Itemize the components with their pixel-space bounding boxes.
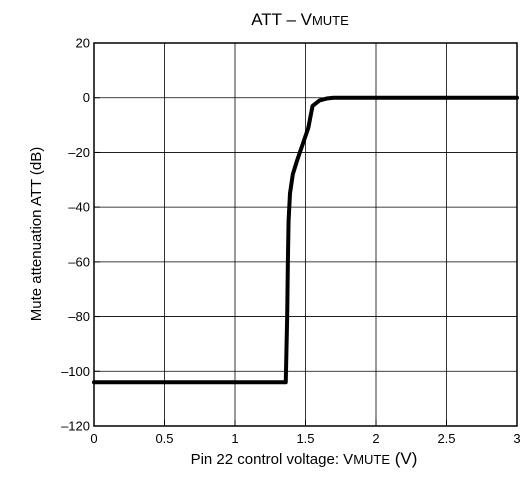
y-tick-label: –100 — [61, 364, 90, 379]
series-line — [92, 95, 519, 385]
y-axis-ticks: 20 0 –20 –40 –60 –80 –100 –120 — [61, 36, 100, 434]
y-tick-label: –80 — [68, 309, 90, 324]
x-tick-label: 1 — [231, 431, 238, 446]
y-tick-label: 20 — [76, 36, 90, 51]
series-layer — [92, 95, 519, 385]
x-axis-label: Pin 22 control voltage: VMUTE (V) — [191, 449, 418, 468]
x-tick-label: 0 — [90, 431, 97, 446]
x-tick-label: 0.5 — [155, 431, 173, 446]
y-tick-label: –60 — [68, 254, 90, 269]
x-tick-label: 2.5 — [437, 431, 455, 446]
x-tick-label: 1.5 — [296, 431, 314, 446]
x-tick-label: 2 — [372, 431, 379, 446]
x-tick-label: 3 — [513, 431, 520, 446]
y-tick-label: –20 — [68, 145, 90, 160]
grid — [94, 43, 517, 426]
y-tick-label: –120 — [61, 419, 90, 434]
y-tick-label: –40 — [68, 200, 90, 215]
x-axis-ticks: 0 0.5 1 1.5 2 2.5 3 — [90, 420, 521, 446]
y-axis-label: Mute attenuation ATT (dB) — [28, 147, 45, 322]
chart-title: ATT – VMUTE — [251, 10, 349, 29]
y-tick-label: 0 — [83, 90, 90, 105]
